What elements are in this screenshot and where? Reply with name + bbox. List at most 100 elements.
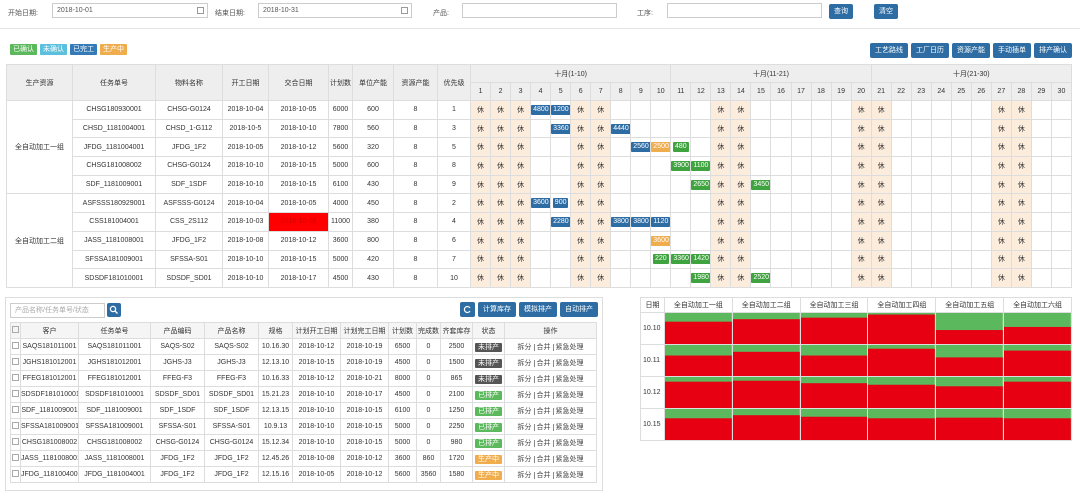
op-link[interactable]: 合并 xyxy=(533,439,553,447)
order-cell: 5600 xyxy=(388,466,417,483)
schedule-bar: 3600 xyxy=(651,235,670,246)
checkbox[interactable] xyxy=(12,454,19,461)
toolbar-button[interactable]: 工厂日历 xyxy=(911,43,949,58)
date-cell: 10.11 xyxy=(640,344,665,377)
toolbar-button[interactable]: 排产确认 xyxy=(1034,43,1072,58)
op-link[interactable]: 合并 xyxy=(533,343,553,351)
task-cell: 4500 xyxy=(328,268,353,288)
op-link[interactable]: 紧急处理 xyxy=(552,407,586,415)
checkbox[interactable] xyxy=(12,422,19,429)
day-cell xyxy=(830,100,852,120)
product-input[interactable] xyxy=(462,3,617,18)
load-used xyxy=(1004,350,1071,376)
header-row: 客户 任务单号 产品编码 产品名称 规格 计划开工日期 计划完工日期 计划数 完成数 齐套库存 状态… xyxy=(10,322,597,339)
day-cell: 休 xyxy=(469,193,492,214)
load-bar xyxy=(868,409,935,440)
day-cell xyxy=(650,156,672,176)
header-row: 日期 全自动加工一组 全自动加工二组 全自动加工三组 全自动加工四组 全自动加工五组 全自动… xyxy=(640,297,1072,313)
toolbar-button[interactable]: 资源产能 xyxy=(952,43,990,58)
search-input[interactable]: 产品名称/任务单号/状态 xyxy=(10,303,105,318)
task-cell: 2018-10-15 xyxy=(268,249,329,270)
checkbox[interactable] xyxy=(12,470,19,477)
checkbox[interactable] xyxy=(12,374,19,381)
ops-cell: 拆分 合并 紧急处理 xyxy=(504,466,597,483)
header-cell: 完成数 xyxy=(416,322,441,339)
task-cell: 6000 xyxy=(328,100,353,120)
search-icon-button[interactable] xyxy=(107,303,121,317)
status-cell: 未排产 xyxy=(472,354,505,371)
order-button[interactable]: 模拟排产 xyxy=(519,302,557,317)
op-link[interactable]: 拆分 xyxy=(517,375,532,383)
order-cell: 2018-10-08 xyxy=(292,450,341,467)
order-button[interactable]: 自动排产 xyxy=(560,302,598,317)
op-link[interactable]: 拆分 xyxy=(517,391,532,399)
order-cell: JGHS181012001 xyxy=(78,354,151,371)
day-cell: 休 xyxy=(870,156,892,176)
day-cell xyxy=(830,230,852,251)
op-link[interactable]: 合并 xyxy=(533,407,553,415)
checkbox[interactable] xyxy=(12,358,19,365)
day-cell xyxy=(950,212,972,232)
process-input[interactable] xyxy=(667,3,822,18)
op-link[interactable]: 拆分 xyxy=(517,455,532,463)
order-cell: 12.45.26 xyxy=(258,450,293,467)
load-used xyxy=(868,384,935,408)
search-button[interactable]: 查询 xyxy=(829,4,853,19)
op-link[interactable]: 紧急处理 xyxy=(552,359,586,367)
op-link[interactable]: 拆分 xyxy=(517,423,532,431)
op-link[interactable]: 合并 xyxy=(533,391,553,399)
order-button[interactable]: 计算库存 xyxy=(478,302,516,317)
day-cell: 休 xyxy=(710,100,732,120)
op-link[interactable]: 紧急处理 xyxy=(552,455,586,463)
task-row: CSS181004001 CSS_2S112 2018-10-03 2018-10-0… xyxy=(7,212,1073,232)
header-cell: 计划数 xyxy=(328,64,353,101)
op-link[interactable]: 合并 xyxy=(533,359,553,367)
op-link[interactable]: 紧急处理 xyxy=(552,439,586,447)
op-link[interactable]: 拆分 xyxy=(517,359,532,367)
load-bar xyxy=(868,377,935,408)
day-cell xyxy=(1030,212,1052,232)
clear-button[interactable]: 清空 xyxy=(874,4,898,19)
day-cell xyxy=(790,137,812,158)
filter-bar: 开始日期: 2018-10-01 结束日期: 2018-10-31 产品: 工序: 查询 清空 xyxy=(0,0,1080,29)
op-link[interactable]: 紧急处理 xyxy=(552,471,586,479)
op-link[interactable]: 拆分 xyxy=(517,343,532,351)
checkbox[interactable] xyxy=(12,342,19,349)
day-cell xyxy=(530,230,552,251)
load-cell xyxy=(1003,312,1072,345)
op-link[interactable]: 拆分 xyxy=(517,407,532,415)
checkbox[interactable] xyxy=(12,390,19,397)
op-link[interactable]: 拆分 xyxy=(517,471,532,479)
ops-cell: 拆分 合并 紧急处理 xyxy=(504,434,597,451)
op-link[interactable]: 紧急处理 xyxy=(552,423,586,431)
op-link[interactable]: 合并 xyxy=(533,455,553,463)
op-link[interactable]: 拆分 xyxy=(517,439,532,447)
day-cell: 休 xyxy=(490,230,512,251)
day-cell xyxy=(610,137,632,158)
checkbox[interactable] xyxy=(12,406,19,413)
checkbox[interactable] xyxy=(12,438,19,445)
day-header: 9 xyxy=(630,82,652,101)
order-cell: 10.16.30 xyxy=(258,338,293,355)
order-cell: 3600 xyxy=(388,450,417,467)
toolbar-button[interactable]: 工艺路线 xyxy=(870,43,908,58)
refresh-button[interactable] xyxy=(460,302,475,317)
task-cell: 9 xyxy=(437,174,471,195)
op-link[interactable]: 紧急处理 xyxy=(552,375,586,383)
op-link[interactable]: 合并 xyxy=(533,471,553,479)
load-used xyxy=(801,317,867,344)
op-link[interactable]: 合并 xyxy=(533,375,553,383)
day-cell xyxy=(910,100,932,120)
op-link[interactable]: 紧急处理 xyxy=(552,343,586,351)
order-cell: 10.9.13 xyxy=(258,418,293,435)
day-cell xyxy=(770,156,792,176)
load-bar xyxy=(665,345,732,376)
start-date-input[interactable]: 2018-10-01 xyxy=(52,3,208,18)
op-link[interactable]: 紧急处理 xyxy=(552,391,586,399)
end-date-input[interactable]: 2018-10-31 xyxy=(258,3,412,18)
day-cell xyxy=(910,249,932,270)
checkbox[interactable] xyxy=(12,326,19,333)
toolbar-button[interactable]: 手动插单 xyxy=(993,43,1031,58)
op-link[interactable]: 合并 xyxy=(533,423,553,431)
order-cell: 2018-10-15 xyxy=(340,434,389,451)
